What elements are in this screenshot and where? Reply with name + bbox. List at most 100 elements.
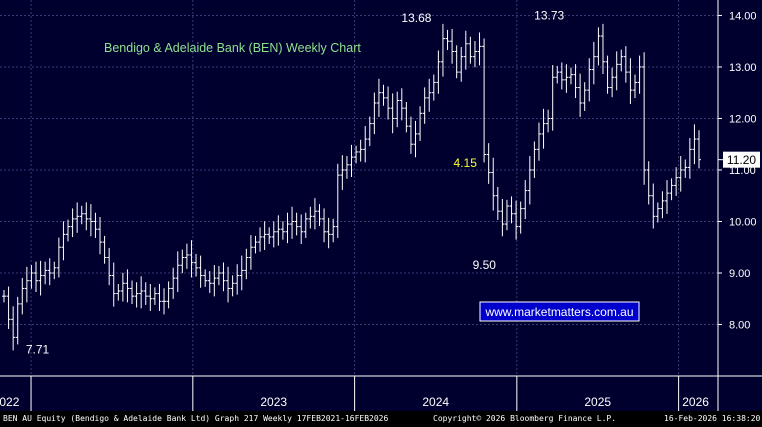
ohlc-bar [2, 289, 6, 303]
ohlc-bar [427, 78, 432, 112]
ohlc-bar [139, 276, 144, 309]
ohlc-bar [349, 144, 354, 178]
ohlc-bar [294, 212, 299, 236]
ohlc-bar [20, 277, 25, 315]
ohlc-bar [692, 124, 697, 165]
ohlc-bar [230, 275, 235, 297]
ohlc-bar [564, 64, 569, 93]
annotation-label: 13.73 [534, 8, 564, 22]
ohlc-bar [189, 240, 194, 278]
ohlc-bar [440, 23, 445, 77]
ohlc-bar [226, 266, 231, 303]
ohlc-bar [509, 196, 514, 224]
ohlc-bar [290, 206, 295, 239]
ohlc-bar [454, 45, 459, 79]
ohlc-bar [267, 227, 272, 244]
footer-timestamp: 16-Feb-2026 16:38:20 [664, 414, 761, 423]
ohlc-bar [280, 221, 285, 240]
ohlc-bar [697, 130, 701, 169]
y-tick-label: 10.00 [729, 216, 757, 228]
ohlc-bar [116, 283, 121, 301]
ohlc-bar [491, 157, 496, 211]
ohlc-bar [642, 52, 647, 185]
ohlc-bar [239, 255, 244, 291]
ohlc-bar [660, 191, 665, 219]
ohlc-bar [29, 265, 34, 289]
last-price-box [723, 151, 760, 168]
ohlc-bar [482, 38, 487, 163]
ohlc-bar [276, 215, 281, 246]
ohlc-bar [422, 87, 427, 124]
ohlc-bar [61, 221, 66, 261]
ohlc-bar [655, 202, 660, 223]
ohlc-bar [271, 221, 276, 248]
ohlc-bar [299, 214, 304, 244]
ohlc-bar [495, 186, 500, 220]
ohlc-bar [335, 163, 340, 238]
ohlc-bar [536, 122, 541, 161]
ohlc-bar [582, 82, 587, 111]
y-tick-label: 8.00 [729, 319, 750, 331]
ohlc-bars [2, 23, 701, 351]
ohlc-bar [166, 281, 171, 309]
ohlc-bar [47, 258, 52, 286]
ohlc-bar [541, 108, 546, 149]
ohlc-bar [568, 67, 573, 85]
ohlc-bar [395, 91, 400, 128]
ohlc-bar [669, 178, 674, 201]
ohlc-bar [331, 218, 336, 243]
ohlc-bar [445, 29, 450, 50]
ohlc-bar [84, 202, 89, 231]
ohlc-bar [15, 296, 20, 345]
footer-copyright: Copyright© 2026 Bloomberg Finance L.P. [433, 414, 617, 423]
ohlc-bar [207, 271, 212, 293]
y-tick-label: 9.00 [729, 268, 750, 280]
y-tick-label: 11.00 [729, 165, 756, 177]
ohlc-bar [340, 155, 345, 190]
ohlc-bar [212, 265, 217, 297]
ohlc-bar [111, 262, 116, 307]
ohlc-bar [130, 280, 135, 305]
ohlc-bar [88, 204, 93, 237]
ohlc-bar [664, 180, 669, 214]
ohlc-bar [619, 49, 624, 72]
ohlc-bar [399, 88, 404, 121]
footer-bar: BEN AU Equity (Bendigo & Adelaide Bank L… [0, 411, 762, 427]
ohlc-bar [559, 62, 564, 90]
ohlc-bar [527, 156, 532, 205]
ohlc-bar [386, 86, 391, 120]
annotation-label: 4.15 [454, 156, 478, 170]
ohlc-bar [344, 156, 349, 179]
ohlc-bar [6, 286, 11, 329]
last-price-label: 11.20 [727, 153, 756, 167]
ohlc-bar [623, 46, 628, 83]
ohlc-bar [43, 261, 48, 285]
ohlc-bar [152, 287, 157, 305]
ohlc-bar [203, 269, 208, 287]
ohlc-bar [523, 180, 528, 220]
ohlc-bar [610, 67, 615, 98]
ohlc-bar [253, 235, 258, 254]
watermark-text[interactable]: www.marketmatters.com.au [484, 305, 633, 319]
y-tick-label: 13.00 [729, 62, 757, 74]
chart-title: Bendigo & Adelaide Bank (BEN) Weekly Cha… [104, 41, 361, 55]
ohlc-bar [596, 27, 601, 66]
ohlc-bar [605, 55, 610, 94]
ohlc-bar [674, 167, 679, 196]
ohlc-bar [107, 247, 112, 286]
ohlc-bar [216, 265, 221, 286]
ohlc-bar [198, 255, 203, 288]
ohlc-bar [646, 161, 651, 205]
ohlc-bar [431, 74, 436, 101]
ohlc-bar [358, 139, 363, 162]
ohlc-bar [367, 116, 372, 147]
ohlc-bar [322, 208, 327, 243]
ohlc-bar [244, 248, 249, 280]
ohlc-bar [235, 264, 240, 295]
ohlc-bar [555, 65, 560, 84]
ohlc-bar [262, 221, 267, 250]
watermark-box[interactable]: www.marketmatters.com.au [479, 301, 640, 322]
annotation-label: 9.50 [473, 258, 497, 272]
axes: 8.00 9.00 10.00 11.00 12.00 13.00 14.00 2022 202… [0, 0, 762, 411]
